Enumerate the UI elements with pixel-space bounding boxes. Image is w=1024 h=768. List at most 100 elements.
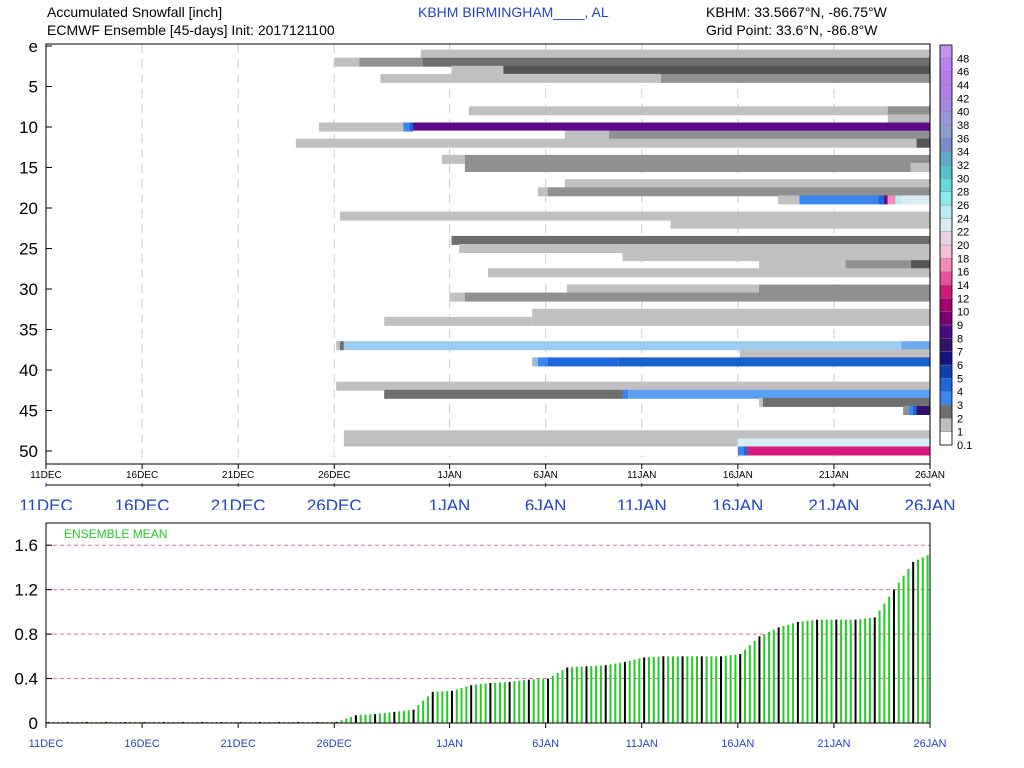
legend-label: 30 xyxy=(957,173,969,185)
mean-bar xyxy=(892,589,895,723)
date-axis-label: 16JAN xyxy=(712,496,763,510)
mean-bar xyxy=(888,596,891,723)
member-bar-segment xyxy=(537,187,548,197)
member-bar-segment xyxy=(778,195,800,205)
member-bar-segment xyxy=(488,268,930,278)
legend-label: 5 xyxy=(957,373,963,385)
mean-x-tick-label: 26DEC xyxy=(317,738,353,750)
mean-bar xyxy=(556,673,559,723)
mean-bar xyxy=(859,619,862,723)
mean-bar xyxy=(715,656,718,723)
mean-bar xyxy=(547,678,550,723)
legend-label: 20 xyxy=(957,240,969,252)
legend-label: 22 xyxy=(957,227,969,239)
mean-x-tick-label: 26JAN xyxy=(913,738,946,750)
mean-bar xyxy=(354,715,357,723)
mean-bar xyxy=(470,685,473,723)
mean-bar xyxy=(710,656,713,723)
mean-bar xyxy=(854,619,857,723)
mean-bar xyxy=(868,618,871,723)
mean-x-tick-label: 1JAN xyxy=(436,738,463,750)
date-axis-label: 11JAN xyxy=(617,496,667,510)
mean-bar xyxy=(844,619,847,723)
mean-bar xyxy=(393,711,396,723)
plume-x-tick-label: 26JAN xyxy=(915,470,945,481)
mean-bar xyxy=(378,713,381,723)
mean-bar xyxy=(720,656,723,723)
mean-bar xyxy=(729,655,732,723)
mean-bar xyxy=(595,665,598,723)
mean-frame xyxy=(45,522,931,724)
mean-bar xyxy=(609,664,612,723)
member-bar-segment xyxy=(343,341,902,351)
mean-y-tick-label: 0.4 xyxy=(14,670,38,689)
mean-bar xyxy=(724,655,727,723)
member-bar-segment xyxy=(318,122,404,132)
mean-bar xyxy=(441,691,444,723)
member-bar-segment xyxy=(670,219,930,229)
mean-x-tick-label: 16DEC xyxy=(124,738,160,750)
mean-bar xyxy=(398,711,401,723)
station-coordinates: KBHM: 33.5667°N, -86.75°W xyxy=(706,4,887,20)
member-bar-segment xyxy=(916,406,930,415)
mean-bar xyxy=(571,667,574,723)
plume-y-tick-label: 50 xyxy=(19,442,38,461)
member-bar-segment xyxy=(532,316,930,326)
mean-bar xyxy=(580,666,583,723)
legend-label: 8 xyxy=(957,333,963,345)
mean-bar xyxy=(792,623,795,723)
mean-bar xyxy=(508,681,511,723)
legend-label: 40 xyxy=(957,107,969,119)
mean-bar xyxy=(585,666,588,723)
mean-bar xyxy=(662,656,665,723)
member-bar-segment xyxy=(747,446,930,456)
plume-y-tick-label: 35 xyxy=(19,321,38,340)
legend-label: 4 xyxy=(957,387,963,399)
member-bar-segment xyxy=(762,397,930,407)
mean-bar xyxy=(614,663,617,723)
legend-label: 16 xyxy=(957,267,969,279)
member-bar-segment xyxy=(845,260,911,270)
station-name: KBHM BIRMINGHAM____, AL xyxy=(418,4,609,20)
member-bar-segment xyxy=(622,252,930,262)
mean-bar xyxy=(383,713,386,723)
member-bar-segment xyxy=(737,446,744,456)
member-bar-segment xyxy=(912,406,917,415)
member-bar-segment xyxy=(441,154,465,164)
legend-label: 38 xyxy=(957,120,969,132)
legend-label: 18 xyxy=(957,253,969,265)
member-bar-segment xyxy=(468,106,888,116)
mean-bar xyxy=(864,618,867,723)
member-bar-segment xyxy=(910,260,930,270)
member-bar-segment xyxy=(340,341,344,351)
legend-label: 44 xyxy=(957,80,969,92)
mean-bar xyxy=(426,696,429,723)
member-bar-segment xyxy=(532,357,538,367)
mean-bar xyxy=(758,636,761,723)
mean-bar xyxy=(537,679,540,723)
member-bar-segment xyxy=(609,130,930,140)
mean-bar xyxy=(820,619,823,723)
legend-frame xyxy=(939,44,953,446)
member-bar-segment xyxy=(422,57,930,67)
member-bar-segment xyxy=(887,195,896,205)
mean-bar xyxy=(849,619,852,723)
chart-variable-title: Accumulated Snowfall [inch] xyxy=(47,4,223,20)
member-bar-segment xyxy=(901,195,930,205)
mean-bar xyxy=(830,619,833,723)
mean-bar xyxy=(503,682,506,723)
legend-label: 34 xyxy=(957,147,969,159)
member-bar-segment xyxy=(883,195,888,205)
mean-x-tick-label: 11JAN xyxy=(626,738,658,750)
plume-y-tick-label: 15 xyxy=(19,159,38,178)
member-bar-segment xyxy=(910,163,930,172)
member-bar-segment xyxy=(916,138,930,148)
member-bar-segment xyxy=(908,406,913,415)
mean-x-tick-label: 16JAN xyxy=(721,738,754,750)
mean-bar xyxy=(907,568,910,723)
mean-bar xyxy=(604,665,607,723)
mean-bar xyxy=(619,662,622,723)
mean-bar xyxy=(835,619,838,723)
member-bar-segment xyxy=(295,138,917,148)
mean-y-tick-label: 1.2 xyxy=(14,581,38,600)
